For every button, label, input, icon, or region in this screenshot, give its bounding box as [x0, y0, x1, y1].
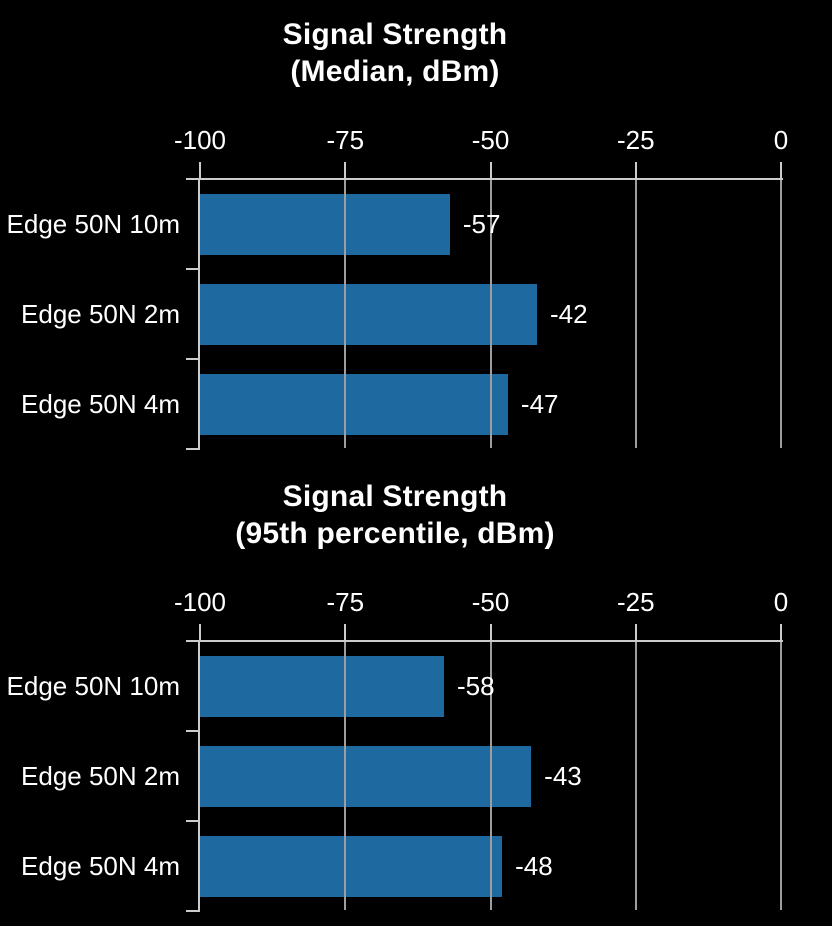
value-label: -58 [457, 670, 495, 701]
y-tick [186, 178, 198, 180]
gridline [634, 180, 637, 448]
x-tick [199, 624, 201, 640]
y-axis-line [198, 178, 200, 450]
x-tick [344, 162, 347, 178]
x-tick-label: -75 [326, 587, 365, 617]
plot-area-median: -100 -75 -50 -25 0 Edge 50N 10m -57 Edge 50N 2m… [6, 125, 789, 450]
bar [200, 835, 503, 897]
y-tick [186, 820, 198, 822]
plot-area-95th-percentile: -100 -75 -50 -25 0 Edge 50N 10m -58 Edge 50N 2m… [0, 462, 832, 926]
x-tick-label: -50 [471, 587, 510, 617]
gridline [780, 180, 782, 448]
x-tick [344, 624, 347, 640]
y-tick [186, 910, 198, 912]
category-label: Edge 50N 10m [6, 670, 180, 701]
chart-title: Signal Strength (95th percentile, dBm) [0, 478, 790, 552]
value-label: -47 [520, 388, 559, 419]
x-tick [634, 162, 637, 178]
chart-title-line2: (95th percentile, dBm) [235, 517, 555, 550]
chart-title-line1: Signal Strength [282, 18, 508, 51]
bar [200, 283, 537, 345]
chart-title-line1: Signal Strength [282, 480, 508, 513]
bar [200, 655, 445, 717]
x-tick [199, 162, 201, 178]
gridline [780, 642, 782, 910]
x-tick [489, 624, 492, 640]
x-tick-label: -100 [173, 587, 227, 617]
x-tick-label: 0 [773, 125, 789, 155]
category-label: Edge 50N 4m [21, 388, 180, 419]
category-label: Edge 50N 10m [6, 208, 180, 239]
y-axis-line [198, 640, 200, 912]
x-axis-line [200, 640, 783, 642]
x-axis-line [200, 178, 783, 180]
x-tick-label: -75 [326, 125, 365, 155]
chart-95th-percentile: Signal Strength (95th percentile, dBm) -1… [0, 462, 832, 926]
x-tick-label: -25 [616, 587, 655, 617]
bar [200, 193, 450, 255]
x-tick-label: -100 [173, 125, 227, 155]
x-tick [780, 624, 782, 640]
x-tick-label: -25 [616, 125, 655, 155]
gridline [489, 642, 492, 910]
category-label: Edge 50N 4m [21, 850, 180, 881]
gridline [489, 180, 492, 448]
value-label: -57 [462, 208, 501, 239]
chart-title: Signal Strength (Median, dBm) [0, 16, 790, 90]
value-label: -43 [544, 760, 582, 791]
x-tick-label: -50 [471, 125, 510, 155]
bar [200, 745, 532, 807]
value-label: -42 [549, 298, 588, 329]
y-tick [186, 268, 198, 270]
x-tick-label: 0 [773, 587, 789, 617]
gridline [344, 642, 347, 910]
x-tick [489, 162, 492, 178]
category-label: Edge 50N 2m [21, 298, 180, 329]
y-tick [186, 640, 198, 642]
category-label: Edge 50N 2m [21, 760, 180, 791]
chart-median: Signal Strength (Median, dBm) -100 -75 -50-… [0, 16, 790, 450]
y-tick [186, 448, 198, 450]
x-tick [780, 162, 782, 178]
gridline [634, 642, 637, 910]
y-tick [186, 358, 198, 360]
value-label: -48 [515, 850, 553, 881]
chart-title-line2: (Median, dBm) [290, 55, 500, 88]
y-tick [186, 730, 198, 732]
x-tick [634, 624, 637, 640]
bar [200, 373, 508, 435]
gridline [344, 180, 347, 448]
